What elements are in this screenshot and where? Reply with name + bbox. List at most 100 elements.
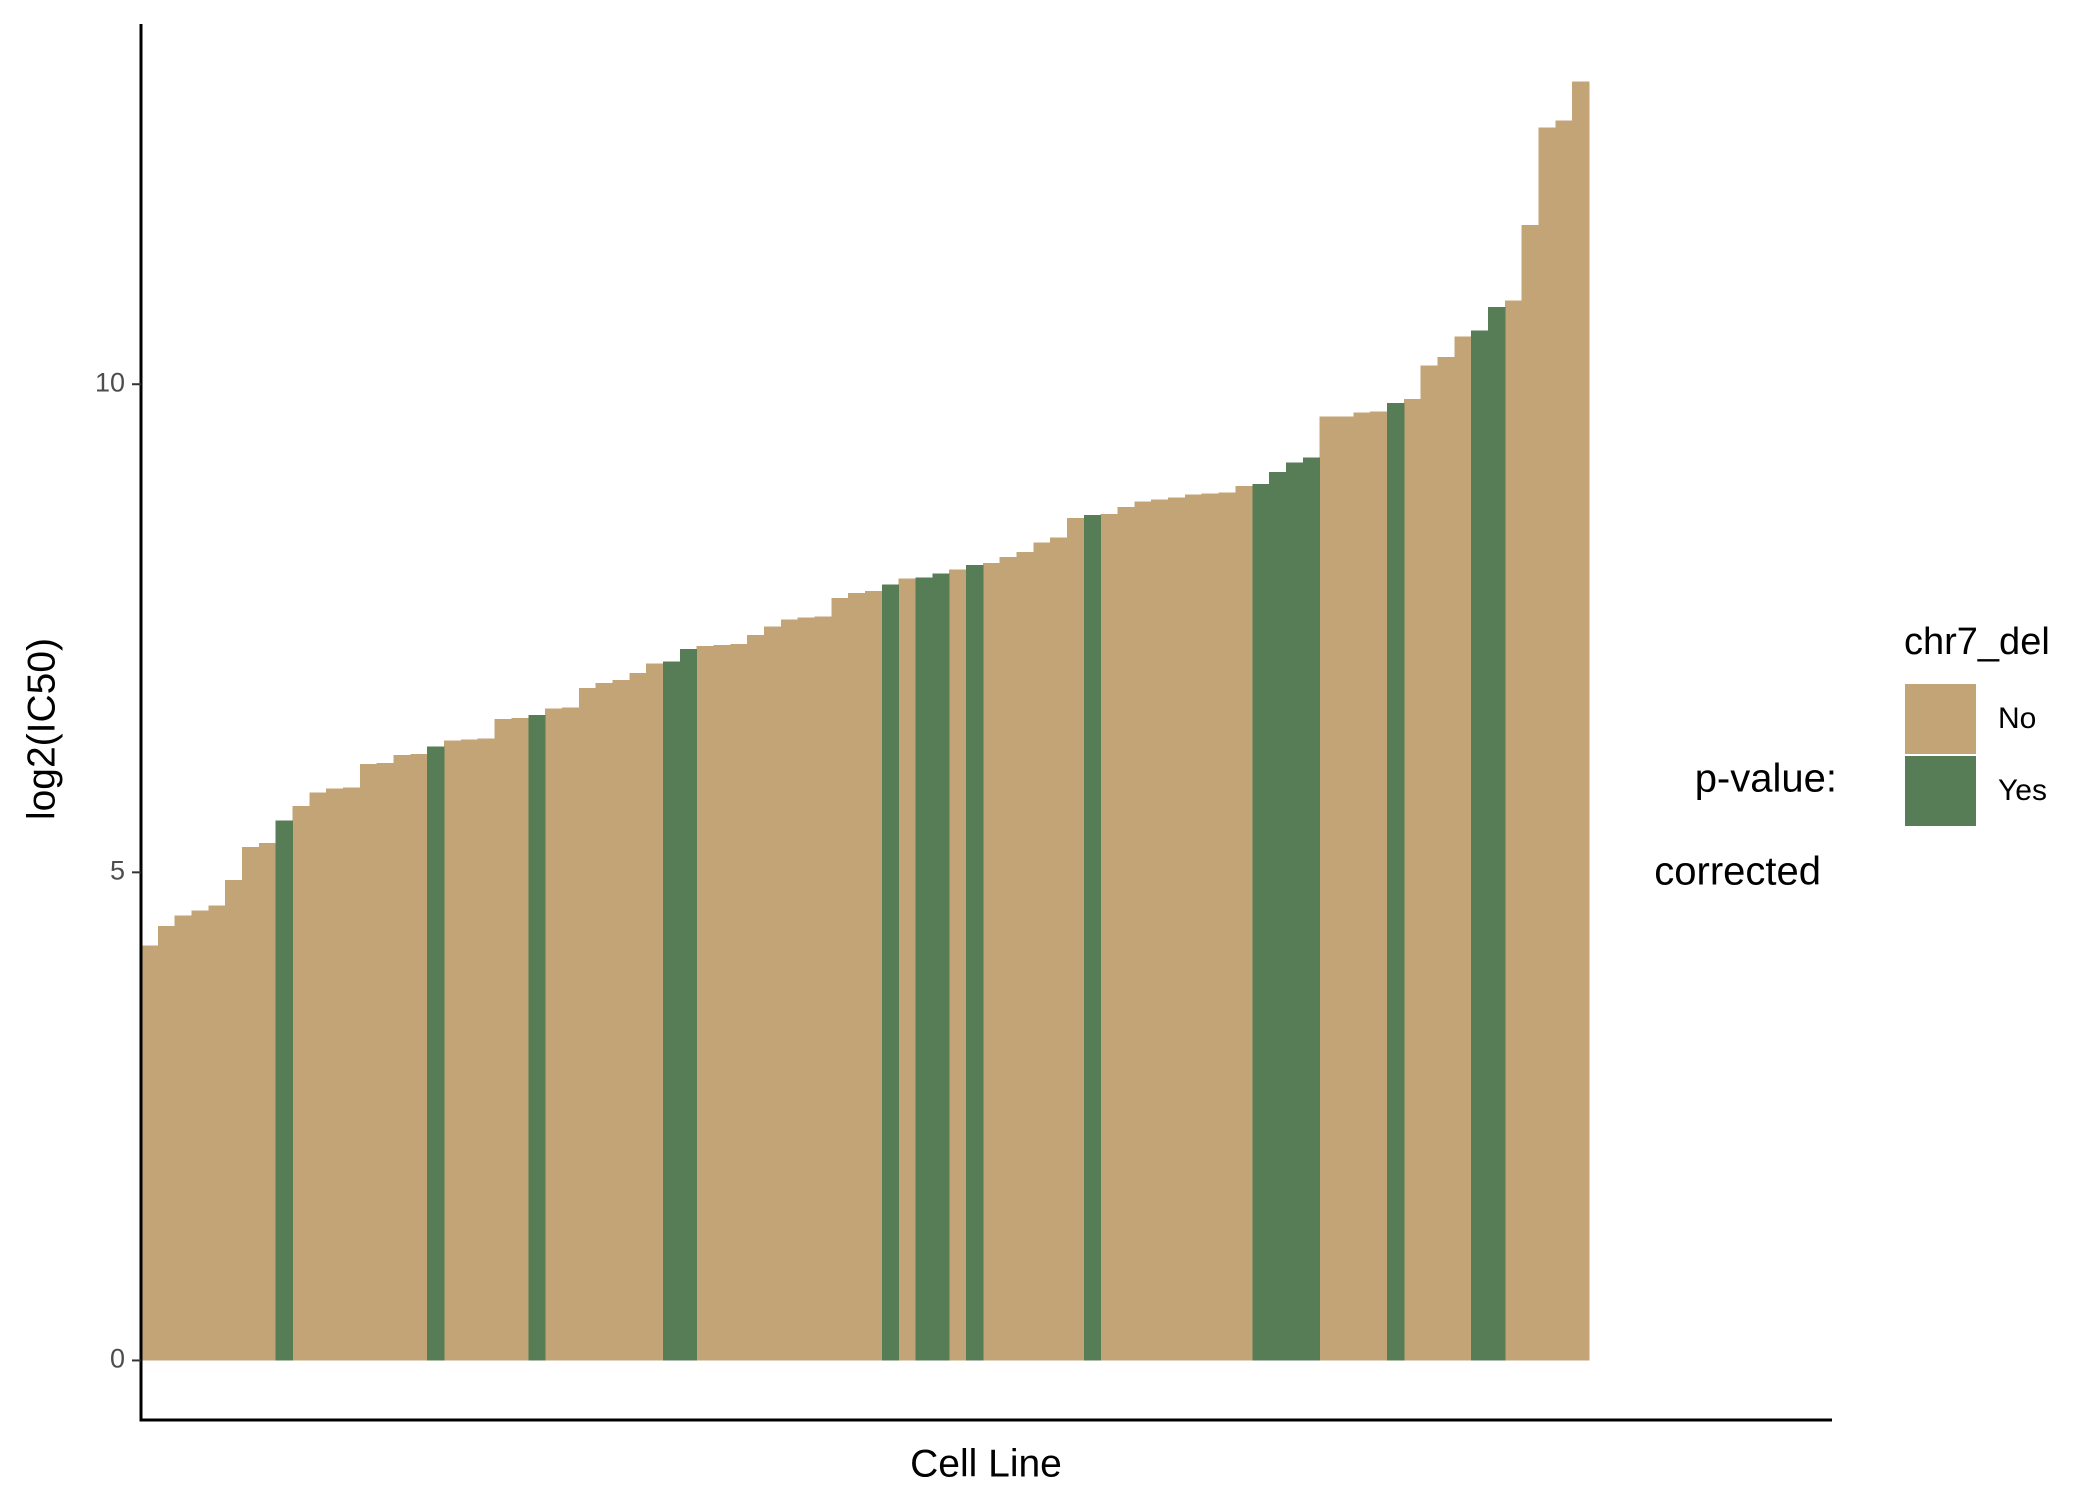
bar xyxy=(915,577,933,1361)
bar xyxy=(1437,356,1455,1361)
bar xyxy=(242,846,260,1361)
bar xyxy=(1184,494,1203,1361)
bar xyxy=(679,648,698,1361)
bar xyxy=(528,715,546,1361)
bar xyxy=(797,617,815,1361)
bar xyxy=(393,755,411,1361)
legend-key xyxy=(1905,756,1976,826)
bar xyxy=(612,680,630,1361)
bar xyxy=(1370,411,1388,1361)
bar xyxy=(1285,462,1304,1361)
y-tick-label: 10 xyxy=(95,367,125,397)
y-tick-label: 0 xyxy=(110,1344,125,1374)
bar xyxy=(1302,457,1321,1361)
bar xyxy=(1555,120,1573,1361)
bar xyxy=(646,663,664,1361)
bar xyxy=(999,557,1018,1361)
bar xyxy=(494,719,512,1361)
bar xyxy=(1454,336,1472,1361)
bar xyxy=(1235,485,1253,1361)
bar xyxy=(561,707,580,1361)
bar xyxy=(1386,402,1405,1361)
bar xyxy=(629,673,647,1361)
bar xyxy=(1572,81,1590,1361)
legend-title: chr7_del xyxy=(1904,621,2050,663)
bar xyxy=(511,718,529,1361)
bar xyxy=(747,635,765,1361)
bar xyxy=(460,739,479,1361)
bar xyxy=(359,763,378,1361)
legend-key xyxy=(1905,684,1976,754)
bar xyxy=(949,569,967,1361)
bar xyxy=(1403,398,1422,1361)
bar xyxy=(545,708,563,1361)
bar xyxy=(1353,412,1371,1361)
bar xyxy=(427,746,445,1361)
bar xyxy=(1269,472,1287,1361)
bar xyxy=(1100,514,1119,1361)
bar xyxy=(309,792,327,1361)
bar xyxy=(578,687,597,1361)
bar xyxy=(713,644,731,1361)
bar xyxy=(1252,483,1270,1361)
bar xyxy=(881,584,900,1361)
bar xyxy=(444,740,462,1361)
bar xyxy=(1336,416,1354,1361)
bar xyxy=(208,905,226,1361)
bar xyxy=(174,915,193,1361)
bar xyxy=(848,593,866,1361)
bar xyxy=(780,619,799,1361)
y-tick-label: 5 xyxy=(110,855,125,885)
bar xyxy=(1016,552,1034,1361)
bar xyxy=(1218,492,1236,1361)
bar xyxy=(1521,225,1539,1361)
bar xyxy=(1050,537,1068,1361)
bar xyxy=(1033,542,1051,1361)
x-axis-title: Cell Line xyxy=(910,1442,1062,1485)
bar xyxy=(865,591,883,1361)
bar xyxy=(376,763,395,1361)
bar xyxy=(1134,501,1152,1361)
bar xyxy=(191,910,209,1361)
annotation: p-value: xyxy=(1695,757,1837,801)
bar xyxy=(1067,517,1085,1361)
legend-label: No xyxy=(1998,702,2036,735)
bar xyxy=(595,682,613,1361)
bar xyxy=(275,820,294,1361)
bar xyxy=(814,616,832,1361)
bar xyxy=(410,754,428,1361)
bar xyxy=(1420,365,1438,1361)
bar xyxy=(1471,330,1489,1361)
bar xyxy=(763,626,782,1361)
legend-label: Yes xyxy=(1998,774,2047,807)
bar xyxy=(831,598,849,1361)
bar xyxy=(1168,497,1186,1361)
bar xyxy=(343,787,361,1361)
bar xyxy=(1083,515,1102,1361)
bar xyxy=(932,573,950,1361)
bar xyxy=(898,578,917,1361)
bar xyxy=(292,805,310,1361)
bar xyxy=(157,926,176,1361)
bar xyxy=(1117,507,1135,1361)
bar xyxy=(225,880,243,1361)
bar xyxy=(1487,307,1506,1361)
y-axis-title: log2(IC50) xyxy=(20,638,63,820)
annotation: corrected xyxy=(1654,850,1821,894)
bar xyxy=(1504,300,1523,1361)
bar xyxy=(1201,493,1220,1361)
bar xyxy=(966,564,984,1361)
bar xyxy=(141,945,159,1361)
bar xyxy=(730,643,748,1361)
bar xyxy=(477,738,496,1361)
bar xyxy=(326,788,344,1361)
bar xyxy=(258,843,277,1361)
bar xyxy=(662,661,681,1361)
bar xyxy=(696,645,714,1361)
bar xyxy=(1319,416,1337,1361)
bar xyxy=(1151,499,1169,1361)
bar xyxy=(1538,127,1556,1361)
bar xyxy=(982,562,1001,1361)
